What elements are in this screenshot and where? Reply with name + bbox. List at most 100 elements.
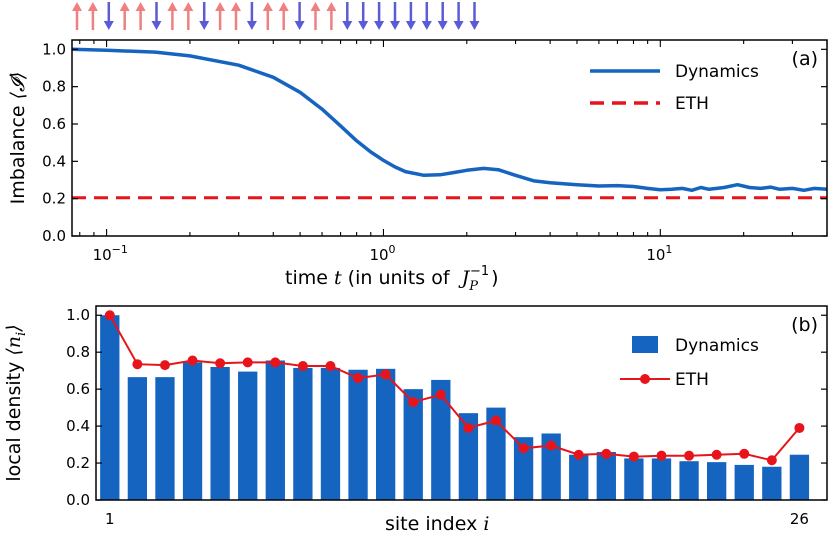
panel-a-x-label-sup: −1 (470, 264, 489, 279)
panel-a-y-label: Imbalance ⟨𝓘⟩ (7, 72, 29, 205)
y-tick-label: 0.0 (66, 491, 90, 509)
legend-b-dynamics-swatch (632, 336, 658, 353)
legend-b-eth-label: ETH (675, 370, 709, 390)
legend-a-dynamics-label: Dynamics (675, 62, 759, 82)
panel-b-y-ticks: 0.0 0.2 0.4 0.6 0.8 1.0 (66, 306, 827, 509)
panel-b-frame (95, 305, 828, 501)
eth-point (380, 369, 391, 380)
spin-arrow-down (469, 2, 480, 30)
density-bar (293, 367, 313, 500)
eth-point (656, 450, 667, 461)
panel-a-x-label-mid: (in units of (348, 267, 451, 289)
panel-a-y-ticks: 0.0 0.2 0.4 0.6 0.8 1.0 (42, 40, 827, 245)
eth-point (325, 361, 336, 372)
panel-a-series (71, 47, 828, 200)
spin-arrow-up (310, 2, 321, 30)
eth-point (159, 360, 170, 371)
panel-a-x-label-var: t (334, 267, 342, 289)
panel-a-x-label-post: ) (491, 267, 498, 289)
spin-arrow-up (183, 2, 194, 30)
spin-arrow-head (119, 2, 130, 11)
spin-arrow-down (390, 2, 400, 30)
spin-arrow-head (310, 2, 321, 11)
eth-point (766, 455, 777, 466)
density-bar (734, 464, 754, 500)
panel-a-x-label: time t (in units of JP−1) (285, 264, 499, 294)
spin-arrow-head (374, 21, 385, 30)
spin-arrow-head (453, 21, 464, 30)
spin-arrow-head (103, 21, 114, 30)
spin-arrow-down (437, 2, 448, 30)
spin-arrow-head (469, 21, 480, 30)
spin-arrow-down (453, 2, 464, 30)
dynamics-line (71, 47, 828, 193)
panel-a: 0.0 0.2 0.4 0.6 0.8 1.0 10−1 100 101 (a) Dynami… (7, 39, 828, 294)
spin-arrow-up (215, 2, 226, 30)
y-tick-label: 0.8 (66, 343, 90, 361)
density-bar (403, 389, 423, 500)
spin-arrow-head (231, 2, 241, 11)
density-bar (210, 366, 230, 500)
density-bar (458, 413, 479, 500)
panel-a-label: (a) (792, 48, 818, 70)
eth-point (573, 449, 584, 460)
eth-point (104, 310, 115, 321)
panel-b-label: (b) (791, 314, 818, 336)
eth-point (684, 450, 695, 461)
eth-point (435, 389, 446, 400)
x-tick-label: 26 (790, 510, 809, 528)
spin-arrow-head (262, 2, 273, 11)
density-bar (127, 377, 148, 500)
panel-b-x-label: site index i (385, 513, 489, 535)
spin-arrow-head (151, 21, 162, 30)
eth-point (518, 443, 529, 454)
y-tick-label: 1.0 (66, 306, 90, 324)
spin-arrow-head (437, 21, 448, 30)
eth-point (711, 449, 722, 460)
legend-a-eth-label: ETH (675, 94, 709, 114)
spin-arrow-up (119, 2, 130, 30)
spin-arrow-down (342, 2, 353, 30)
eth-point (739, 448, 750, 459)
spin-arrow-down (103, 2, 114, 30)
panel-a-y-label-math: ⟨𝓘⟩ (7, 72, 29, 100)
y-tick-label: 0.4 (66, 417, 90, 435)
density-bar (238, 371, 258, 500)
panel-b-y-label-close: ⟩ (3, 324, 25, 332)
spin-arrow-head (342, 21, 353, 30)
density-bar (182, 362, 203, 500)
y-tick-label: 0.6 (42, 115, 66, 133)
density-bar (486, 407, 506, 500)
y-tick-label: 0.2 (42, 190, 66, 208)
panel-a-y-label-text: Imbalance (7, 105, 29, 204)
spin-arrow-head (87, 2, 98, 11)
spin-arrow-up (262, 2, 273, 30)
density-bar (375, 368, 396, 500)
panel-a-x-label-sub: P (468, 279, 478, 294)
panel-b: 0.00.20.40.60.81.0 1 26 (b) Dynamics ETH … (3, 305, 828, 535)
spin-arrow-head (135, 2, 146, 11)
spin-arrow-head (294, 21, 305, 30)
spin-arrow-up (278, 2, 289, 30)
panel-b-y-label-math: ⟨n (3, 336, 25, 356)
spin-arrow-head (183, 2, 194, 11)
spin-arrow-head (405, 21, 416, 30)
spin-configuration-row (72, 2, 480, 30)
y-tick-label: 1.0 (42, 40, 66, 58)
density-bar (651, 458, 672, 500)
eth-point (270, 357, 281, 368)
spin-arrow-head (421, 21, 432, 30)
eth-point (215, 358, 226, 369)
legend-b-dynamics-label: Dynamics (675, 336, 759, 356)
density-bar (513, 437, 534, 500)
eth-point (463, 422, 474, 433)
spin-arrow-head (215, 2, 226, 11)
density-bar (541, 433, 561, 500)
density-bar (155, 377, 175, 500)
spin-arrow-head (246, 21, 257, 30)
panel-a-x-label-sym: J (458, 267, 471, 289)
density-bar (100, 315, 120, 500)
spin-arrow-down (294, 2, 305, 30)
x-tick-label: 1 (105, 510, 115, 528)
eth-point (132, 359, 143, 370)
